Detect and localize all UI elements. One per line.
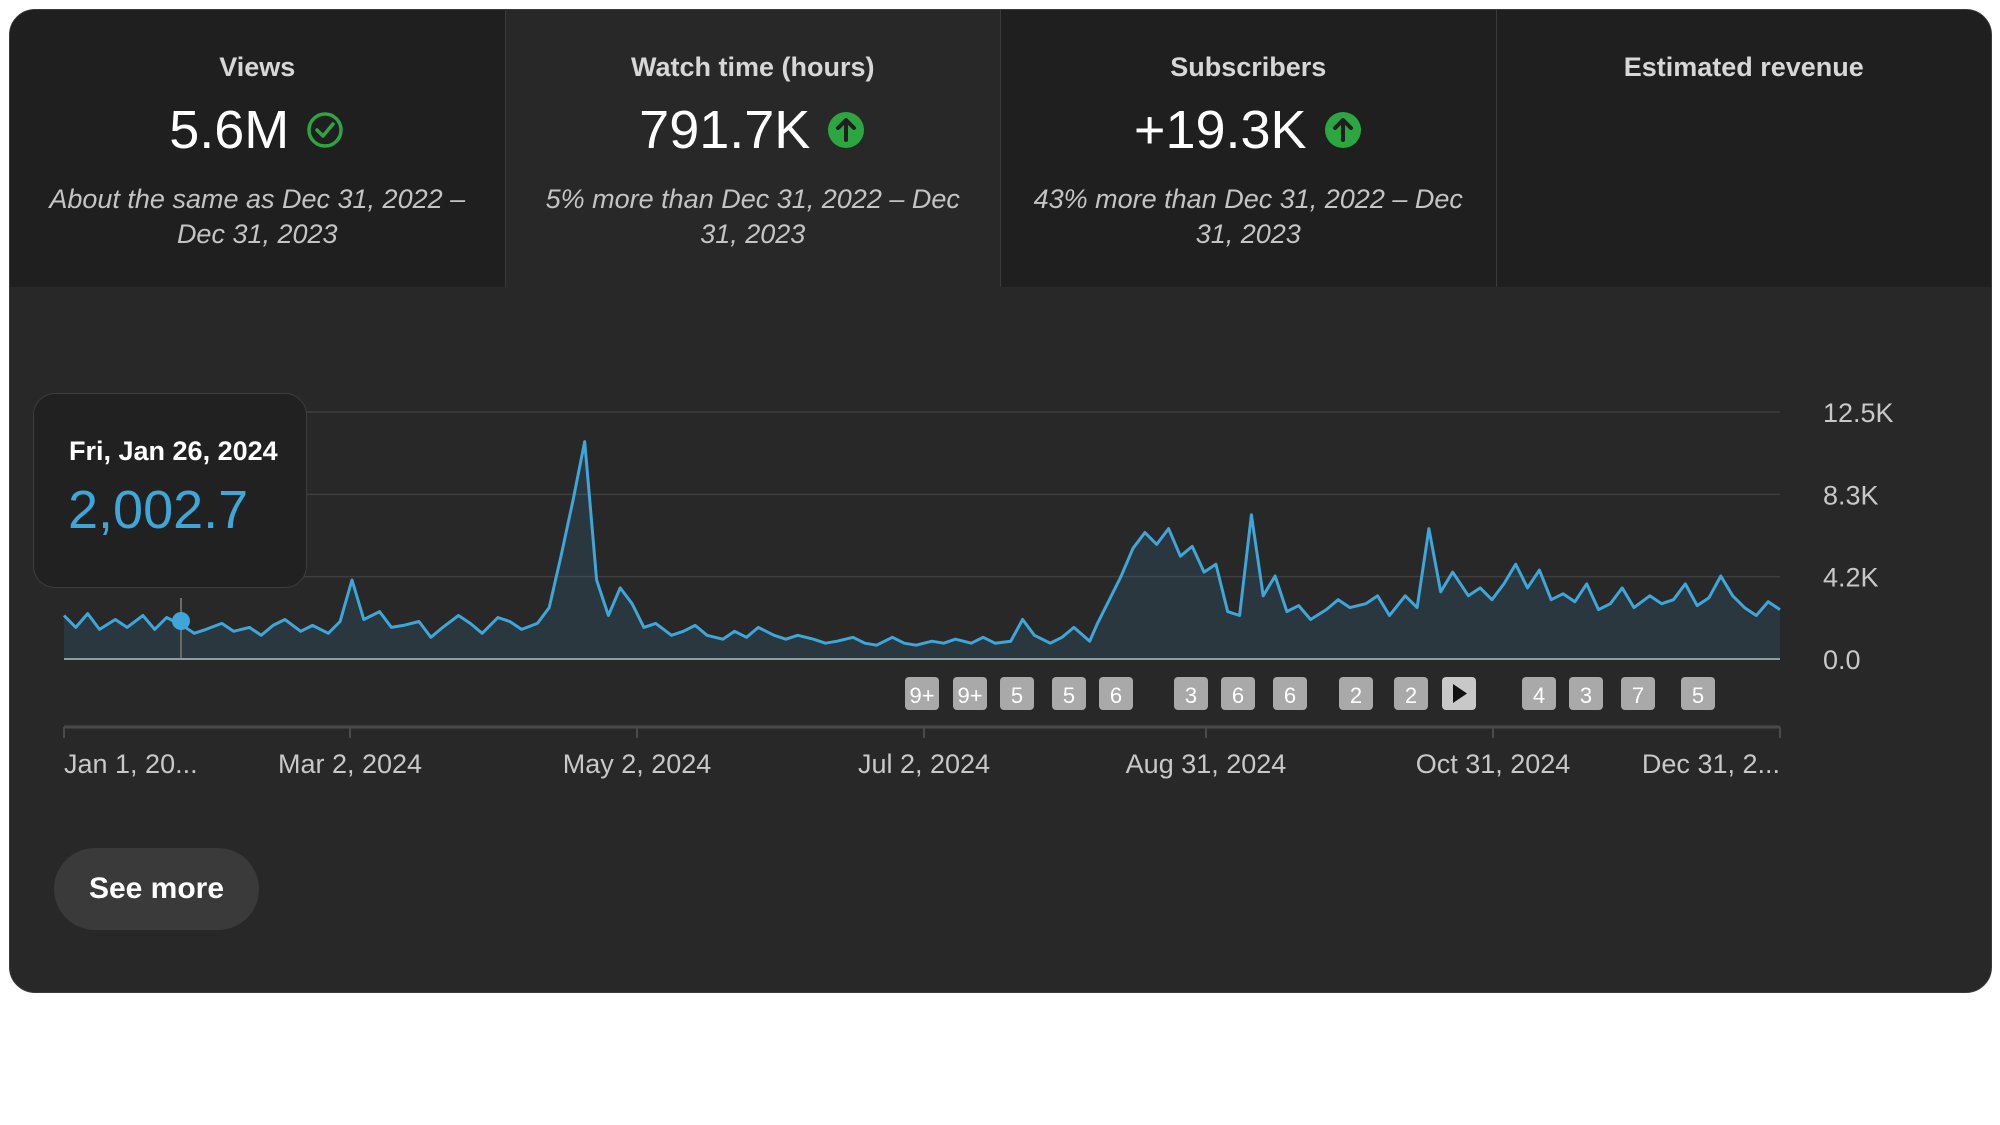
arrow-up-circle-icon bbox=[1324, 112, 1361, 148]
marker-box bbox=[1052, 677, 1086, 710]
chart-grid bbox=[64, 411, 1780, 660]
y-tick-label: 4.2K bbox=[1823, 563, 1879, 593]
metric-title: Estimated revenue bbox=[1623, 52, 1864, 82]
see-more-button[interactable]: See more bbox=[54, 848, 259, 930]
marker-badge[interactable]: 4 bbox=[1522, 677, 1556, 710]
marker-box bbox=[905, 677, 939, 710]
marker-count: 7 bbox=[1632, 683, 1644, 708]
x-tick-label: Mar 2, 2024 bbox=[278, 749, 422, 779]
marker-badge[interactable]: 5 bbox=[1052, 677, 1086, 710]
tooltip-value: 2,002.7 bbox=[68, 480, 249, 540]
marker-play[interactable] bbox=[1442, 677, 1476, 710]
metric-tab-views[interactable]: Views 5.6M About the same as Dec 31, 202… bbox=[10, 10, 506, 287]
series-line bbox=[62, 440, 1781, 647]
marker-box bbox=[1681, 677, 1715, 710]
marker-box bbox=[1221, 677, 1255, 710]
marker-box bbox=[1174, 677, 1208, 710]
marker-box bbox=[1394, 677, 1428, 710]
marker-badge[interactable]: 3 bbox=[1569, 677, 1603, 710]
metric-comparison: 43% more than Dec 31, 2022 – Dec 31, 202… bbox=[1033, 184, 1463, 249]
y-tick-label: 12.5K bbox=[1823, 398, 1894, 428]
metric-tab-watch-time[interactable]: Watch time (hours) 791.7K 5% more than D… bbox=[505, 10, 1001, 287]
marker-count: 4 bbox=[1533, 683, 1545, 708]
analytics-card: Views 5.6M About the same as Dec 31, 202… bbox=[9, 9, 1992, 993]
metric-comparison: 5% more than Dec 31, 2022 – Dec 31, 2023 bbox=[545, 184, 960, 249]
marker-count: 5 bbox=[1011, 683, 1023, 708]
x-tick-label: Jan 1, 20... bbox=[64, 749, 198, 779]
marker-badge[interactable]: 2 bbox=[1394, 677, 1428, 710]
marker-count: 2 bbox=[1350, 683, 1362, 708]
marker-box bbox=[1569, 677, 1603, 710]
x-tick-label: Aug 31, 2024 bbox=[1126, 749, 1287, 779]
x-tick-label: Jul 2, 2024 bbox=[858, 749, 990, 779]
y-axis: 12.5K 8.3K 4.2K 0.0 bbox=[1823, 398, 1894, 675]
marker-badge[interactable]: 9+ bbox=[953, 677, 987, 710]
marker-badge[interactable]: 5 bbox=[1000, 677, 1034, 710]
marker-count: 6 bbox=[1232, 683, 1244, 708]
marker-badge[interactable]: 6 bbox=[1099, 677, 1133, 710]
marker-badge[interactable]: 6 bbox=[1273, 677, 1307, 710]
marker-count: 3 bbox=[1185, 683, 1197, 708]
marker-count: 9+ bbox=[909, 683, 934, 708]
marker-count: 2 bbox=[1405, 683, 1417, 708]
marker-box bbox=[1273, 677, 1307, 710]
metric-title: Watch time (hours) bbox=[630, 52, 875, 82]
play-icon bbox=[1453, 684, 1467, 703]
tooltip-date: Fri, Jan 26, 2024 bbox=[69, 436, 278, 466]
marker-count: 9+ bbox=[957, 683, 982, 708]
marker-count: 3 bbox=[1580, 683, 1592, 708]
metric-comparison: About the same as Dec 31, 2022 – Dec 31,… bbox=[49, 184, 466, 249]
series-area bbox=[64, 441, 1780, 659]
marker-count: 6 bbox=[1110, 683, 1122, 708]
x-tick-label: Dec 31, 2... bbox=[1642, 749, 1780, 779]
marker-count: 5 bbox=[1692, 683, 1704, 708]
x-axis: Jan 1, 20... Mar 2, 2024 May 2, 2024 Jul 2,… bbox=[63, 727, 1781, 779]
marker-badge[interactable]: 9+ bbox=[905, 677, 939, 710]
check-circle-icon bbox=[307, 112, 344, 148]
metric-title: Subscribers bbox=[1170, 52, 1327, 82]
x-tick-label: Oct 31, 2024 bbox=[1416, 749, 1571, 779]
marker-badge[interactable]: 5 bbox=[1681, 677, 1715, 710]
metric-tab-revenue[interactable]: Estimated revenue bbox=[1496, 10, 1991, 287]
y-tick-label: 0.0 bbox=[1823, 645, 1861, 675]
hover-point bbox=[172, 612, 190, 630]
marker-badge[interactable]: 6 bbox=[1221, 677, 1255, 710]
marker-badge[interactable]: 7 bbox=[1621, 677, 1655, 710]
marker-box bbox=[1099, 677, 1133, 710]
chart-tooltip: Fri, Jan 26, 2024 2,002.7 bbox=[33, 393, 307, 588]
arrow-up-circle-icon bbox=[828, 112, 865, 148]
marker-count: 5 bbox=[1063, 683, 1075, 708]
y-tick-label: 8.3K bbox=[1823, 480, 1879, 510]
metric-title: Views bbox=[219, 52, 296, 82]
marker-box bbox=[953, 677, 987, 710]
metric-value: 5.6M bbox=[169, 100, 290, 160]
marker-box bbox=[1522, 677, 1556, 710]
marker-box bbox=[1000, 677, 1034, 710]
x-tick-label: May 2, 2024 bbox=[563, 749, 712, 779]
metric-value: 791.7K bbox=[639, 100, 811, 160]
metric-tab-subscribers[interactable]: Subscribers +19.3K 43% more than Dec 31,… bbox=[1001, 10, 1497, 287]
annotation-markers: 9+ 9+ 5 5 6 3 6 6 2 2 4 3 7 5 bbox=[905, 677, 1715, 710]
marker-count: 6 bbox=[1284, 683, 1296, 708]
marker-box bbox=[1339, 677, 1373, 710]
marker-badge[interactable]: 3 bbox=[1174, 677, 1208, 710]
metric-value: +19.3K bbox=[1133, 100, 1307, 160]
marker-box bbox=[1621, 677, 1655, 710]
metrics-row: Views 5.6M About the same as Dec 31, 202… bbox=[10, 10, 1991, 287]
marker-badge[interactable]: 2 bbox=[1339, 677, 1373, 710]
